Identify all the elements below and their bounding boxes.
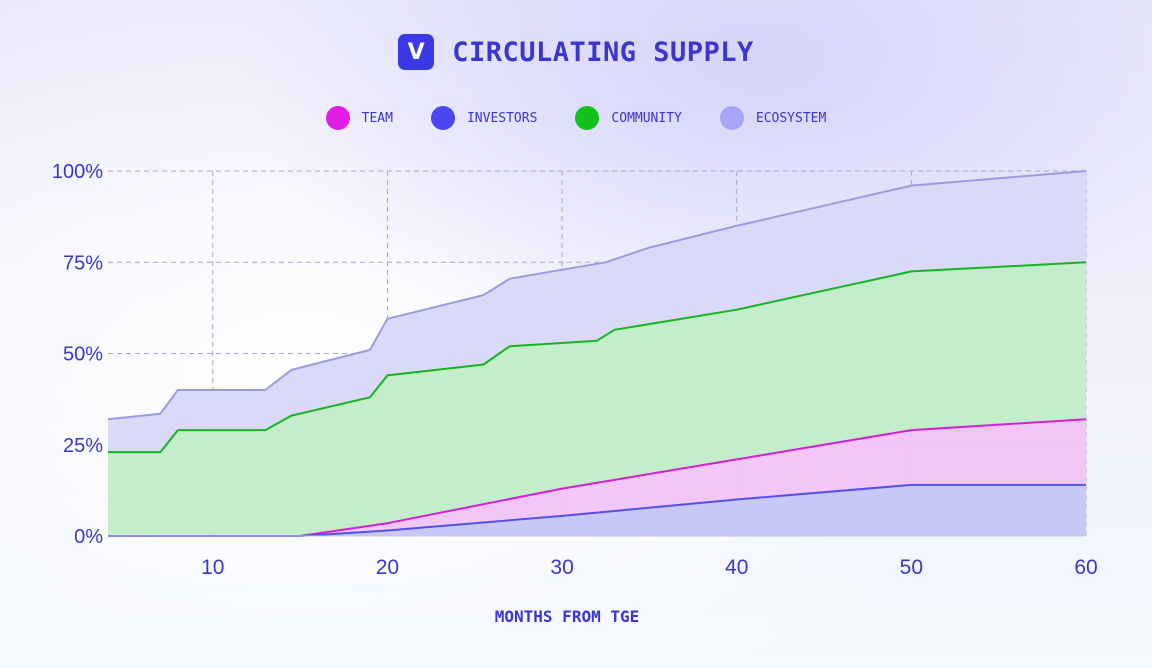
x-tick-label: 40	[725, 556, 748, 579]
area-team	[108, 419, 1086, 536]
y-tick-label: 25%	[63, 435, 103, 457]
legend-swatch-community	[575, 106, 600, 130]
brand-logo-letter: V	[407, 39, 425, 65]
legend-item-community: COMMUNITY	[575, 106, 682, 130]
chart-areas	[108, 171, 1086, 536]
y-tick-label: 0%	[74, 526, 103, 548]
legend-swatch-ecosystem	[719, 106, 744, 130]
chart-title: CIRCULATING SUPPLY	[452, 36, 754, 68]
area-community	[108, 262, 1086, 536]
area-investors	[108, 484, 1086, 536]
y-tick-label: 50%	[63, 344, 103, 366]
legend-label-community: COMMUNITY	[611, 110, 682, 126]
x-axis-label: MONTHS FROM TGE	[495, 607, 640, 626]
x-axis-ticks: 10 20 30 40 50 60	[201, 556, 1098, 579]
x-tick-label: 60	[1074, 556, 1097, 579]
x-tick-label: 20	[376, 556, 399, 579]
x-tick-label: 30	[550, 556, 573, 579]
legend-label-investors: INVESTORS	[466, 110, 538, 126]
legend-item-team: TEAM	[325, 106, 393, 130]
legend-item-ecosystem: ECOSYSTEM	[719, 106, 827, 130]
y-tick-label: 100%	[52, 161, 103, 183]
line-community	[108, 261, 1087, 454]
chart-lines	[107, 170, 1087, 537]
chart-header: V CIRCULATING SUPPLY	[0, 32, 1152, 72]
y-tick-label: 75%	[63, 252, 103, 274]
y-axis-ticks: 0% 25% 50% 75% 100%	[52, 161, 103, 548]
legend-swatch-team	[325, 106, 350, 130]
legend-swatch-investors	[430, 106, 455, 130]
x-tick-label: 50	[900, 556, 923, 579]
area-ecosystem	[108, 171, 1086, 453]
line-ecosystem	[107, 170, 1087, 421]
brand-logo-icon: V	[398, 34, 435, 70]
chart-legend: TEAM INVESTORS COMMUNITY ECOSYSTEM	[0, 106, 1152, 130]
x-tick-label: 10	[201, 556, 224, 579]
legend-item-investors: INVESTORS	[430, 106, 538, 130]
legend-label-team: TEAM	[361, 110, 393, 126]
legend-label-ecosystem: ECOSYSTEM	[755, 110, 827, 126]
